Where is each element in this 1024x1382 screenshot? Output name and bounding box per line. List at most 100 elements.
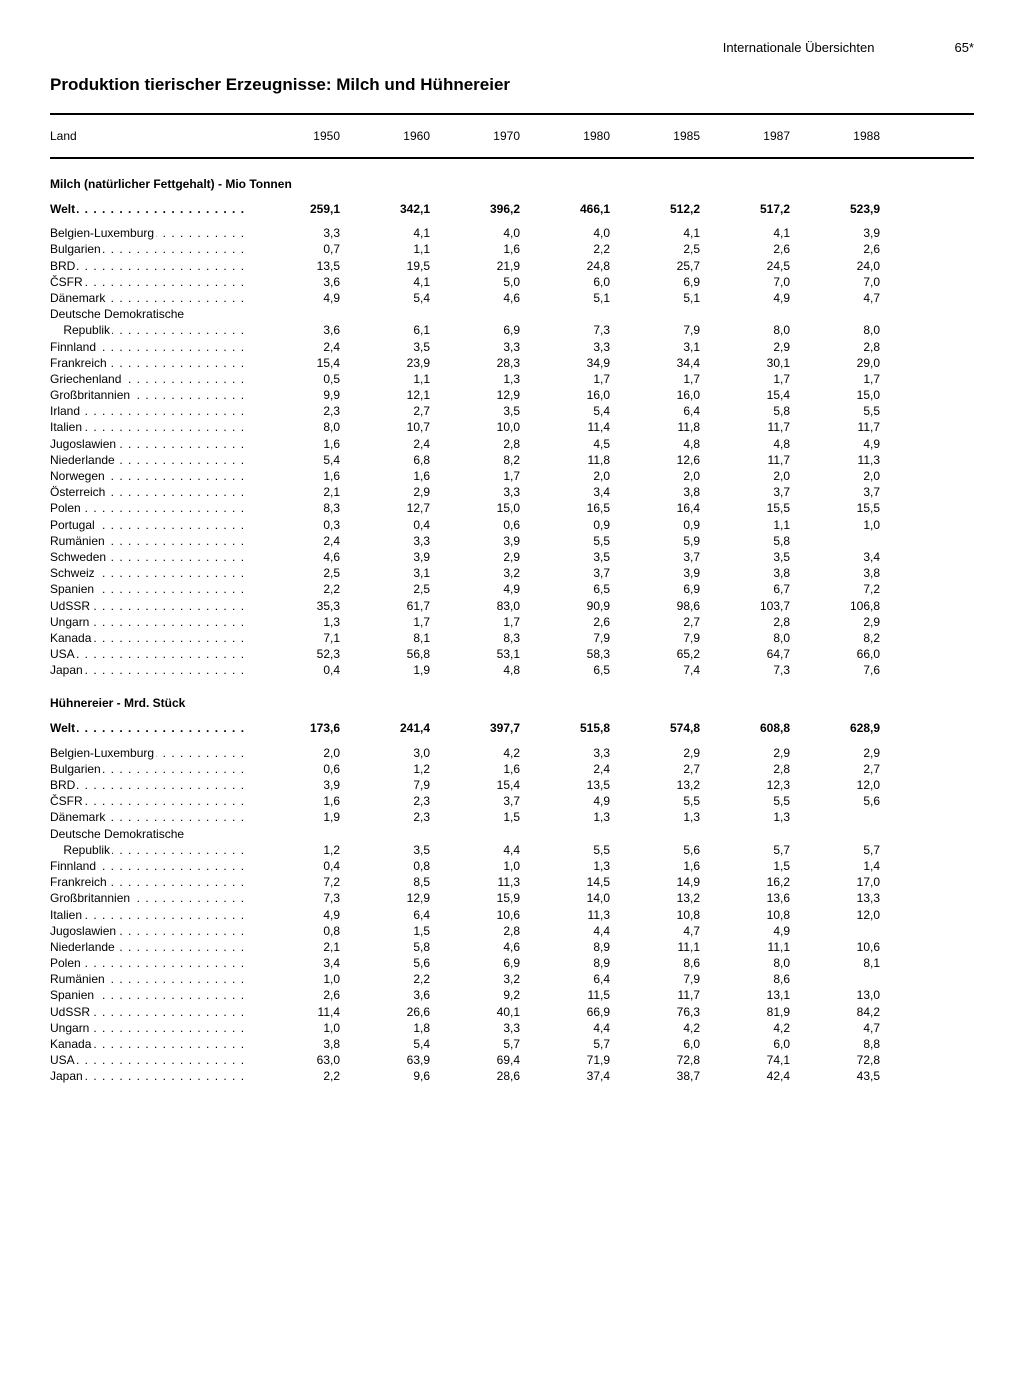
cell-value: 2,9: [700, 745, 790, 761]
cell-value: 28,3: [430, 355, 520, 371]
row-label-text: Schweden: [50, 550, 108, 564]
table-row: Bulgarien0,61,21,62,42,72,82,7: [50, 761, 974, 777]
table-row: Japan0,41,94,86,57,47,37,6: [50, 662, 974, 678]
cell-value: 40,1: [430, 1004, 520, 1020]
cell-value: 11,7: [610, 987, 700, 1003]
col-header-year: 1960: [340, 129, 430, 143]
cell-value: 16,0: [520, 387, 610, 403]
row-label: Belgien-Luxemburg: [50, 225, 250, 241]
cell-value: 10,8: [610, 907, 700, 923]
cell-value: 1,6: [250, 436, 340, 452]
cell-value: 2,9: [610, 745, 700, 761]
header-page: 65*: [954, 40, 974, 55]
cell-value: 2,9: [340, 484, 430, 500]
table-row: Polen8,312,715,016,516,415,515,5: [50, 500, 974, 516]
cell-value: 8,0: [700, 630, 790, 646]
cell-value: 1,5: [700, 858, 790, 874]
cell-value: 74,1: [700, 1052, 790, 1068]
cell-value: 4,4: [520, 923, 610, 939]
cell-value: 1,7: [790, 371, 880, 387]
cell-value: 2,2: [520, 241, 610, 257]
cell-value: 10,6: [790, 939, 880, 955]
cell-value: 11,3: [430, 874, 520, 890]
cell-value: 4,6: [430, 939, 520, 955]
row-label: Welt: [50, 201, 250, 217]
cell-value: 4,1: [700, 225, 790, 241]
table-row: UdSSR35,361,783,090,998,6103,7106,8: [50, 598, 974, 614]
cell-value: 397,7: [430, 720, 520, 736]
cell-value: 34,4: [610, 355, 700, 371]
cell-value: 10,8: [700, 907, 790, 923]
cell-value: 2,4: [520, 761, 610, 777]
cell-value: 103,7: [700, 598, 790, 614]
cell-value: 5,5: [520, 842, 610, 858]
row-label: Irland: [50, 403, 250, 419]
cell-value: 38,7: [610, 1068, 700, 1084]
cell-value: [430, 306, 520, 322]
row-label: Finnland: [50, 339, 250, 355]
cell-value: 8,0: [700, 322, 790, 338]
row-label: Griechenland: [50, 371, 250, 387]
cell-value: 574,8: [610, 720, 700, 736]
row-label: Welt: [50, 720, 250, 736]
cell-value: 4,1: [610, 225, 700, 241]
row-label-text: Kanada: [50, 1037, 93, 1051]
col-header-year: 1970: [430, 129, 520, 143]
page-title: Produktion tierischer Erzeugnisse: Milch…: [50, 75, 974, 95]
cell-value: 72,8: [610, 1052, 700, 1068]
cell-value: 3,3: [520, 339, 610, 355]
cell-value: 5,7: [790, 842, 880, 858]
cell-value: 6,9: [430, 322, 520, 338]
cell-value: 11,7: [790, 419, 880, 435]
cell-value: 16,2: [700, 874, 790, 890]
cell-value: 1,3: [430, 371, 520, 387]
cell-value: 11,1: [610, 939, 700, 955]
table-row: BRD3,97,915,413,513,212,312,0: [50, 777, 974, 793]
row-label-text: Jugoslawien: [50, 437, 118, 451]
row-label-text: Ungarn: [50, 615, 91, 629]
cell-value: 13,5: [250, 258, 340, 274]
cell-value: 173,6: [250, 720, 340, 736]
cell-value: 2,7: [610, 761, 700, 777]
row-label: Kanada: [50, 630, 250, 646]
row-label-text: Bulgarien: [50, 242, 103, 256]
cell-value: 4,9: [700, 290, 790, 306]
cell-value: 5,4: [520, 403, 610, 419]
cell-value: 12,0: [790, 907, 880, 923]
row-label-text: Irland: [50, 404, 82, 418]
cell-value: 6,9: [610, 581, 700, 597]
row-label-text: ČSFR: [50, 275, 85, 289]
row-label-text: Frankreich: [50, 875, 109, 889]
cell-value: 4,8: [700, 436, 790, 452]
cell-value: 2,0: [700, 468, 790, 484]
cell-value: 8,3: [250, 500, 340, 516]
spacer: [50, 217, 974, 225]
cell-value: [340, 306, 430, 322]
cell-value: 5,8: [340, 939, 430, 955]
cell-value: 3,1: [610, 339, 700, 355]
cell-value: 1,7: [430, 614, 520, 630]
cell-value: 65,2: [610, 646, 700, 662]
cell-value: 7,9: [610, 322, 700, 338]
cell-value: 14,0: [520, 890, 610, 906]
cell-value: 6,0: [700, 1036, 790, 1052]
cell-value: 1,7: [700, 371, 790, 387]
cell-value: 0,4: [250, 662, 340, 678]
table-row: Spanien2,22,54,96,56,96,77,2: [50, 581, 974, 597]
cell-value: [790, 809, 880, 825]
cell-value: 66,9: [520, 1004, 610, 1020]
cell-value: 0,8: [250, 923, 340, 939]
cell-value: 11,8: [610, 419, 700, 435]
row-label-text: Großbritannien: [50, 891, 132, 905]
row-label: Rumänien: [50, 971, 250, 987]
table-row: Republik3,66,16,97,37,98,08,0: [50, 322, 974, 338]
cell-value: 6,1: [340, 322, 430, 338]
cell-value: 7,9: [520, 630, 610, 646]
cell-value: 3,7: [790, 484, 880, 500]
row-label: Bulgarien: [50, 761, 250, 777]
column-headers: Land 1950 1960 1970 1980 1985 1987 1988: [50, 115, 974, 157]
row-label: Bulgarien: [50, 241, 250, 257]
row-label-text: Republik: [50, 843, 112, 857]
row-label-text: Niederlande: [50, 453, 117, 467]
row-label: ČSFR: [50, 274, 250, 290]
